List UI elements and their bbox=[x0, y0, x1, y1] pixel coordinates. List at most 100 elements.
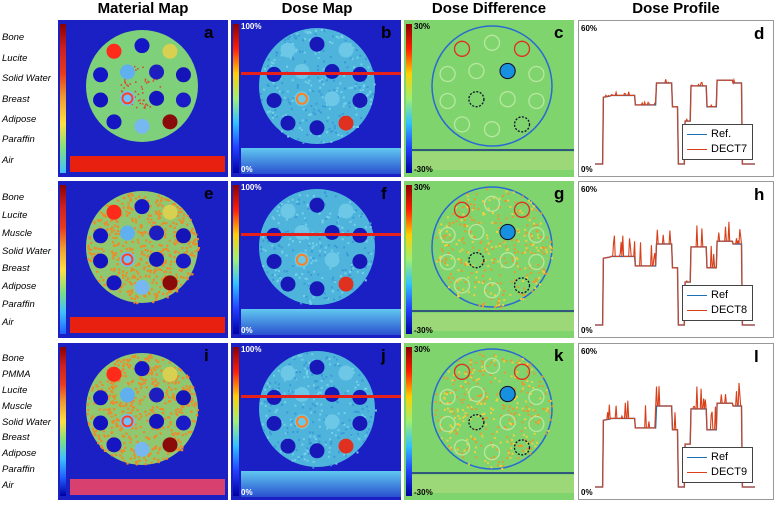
insert-rod bbox=[309, 197, 325, 213]
insert-rod bbox=[294, 64, 310, 79]
couch-strip bbox=[70, 156, 225, 172]
panel-letter: h bbox=[754, 185, 765, 204]
material-label: Bone bbox=[2, 352, 25, 364]
insert-rod bbox=[149, 251, 165, 267]
insert-rod bbox=[162, 114, 178, 130]
insert-edge bbox=[439, 92, 456, 110]
dose-difference-panel bbox=[404, 181, 574, 338]
diff-colorbar bbox=[406, 347, 412, 496]
insert-edge bbox=[513, 277, 531, 294]
diff-max-label: 30% bbox=[414, 183, 431, 192]
insert-edge bbox=[439, 415, 456, 433]
material-label: Lucite bbox=[2, 384, 28, 396]
material-label: Lucite bbox=[2, 209, 28, 221]
insert-rod bbox=[175, 390, 191, 406]
dose-difference-panel bbox=[404, 20, 574, 177]
insert-edge bbox=[439, 253, 456, 271]
profile-legend: Ref DECT9 bbox=[682, 447, 754, 483]
diff-min-label: -30% bbox=[414, 326, 433, 335]
insert-rod bbox=[309, 36, 325, 52]
dect-profile-line bbox=[595, 382, 755, 488]
material-label: Solid Water bbox=[2, 73, 51, 85]
insert-rod bbox=[338, 115, 354, 131]
dect-profile-line bbox=[595, 77, 755, 165]
dect-swatch-icon bbox=[687, 471, 707, 473]
diff-colorbar bbox=[406, 24, 412, 173]
insert-rod bbox=[106, 366, 122, 382]
couch-strip bbox=[70, 317, 225, 333]
material-label: Bone bbox=[2, 32, 25, 44]
insert-edge bbox=[499, 223, 516, 241]
insert-rod bbox=[134, 199, 150, 215]
diff-min-label: -30% bbox=[414, 488, 433, 497]
insert-edge bbox=[468, 91, 485, 108]
material-label: Air bbox=[2, 317, 14, 329]
insert-edge bbox=[439, 226, 456, 244]
insert-edge bbox=[528, 226, 545, 244]
insert-rod bbox=[119, 387, 135, 403]
insert-diff bbox=[500, 225, 515, 239]
profile-min-label: 0% bbox=[581, 488, 593, 497]
title-dose-map: Dose Map bbox=[281, 0, 353, 17]
insert-ring bbox=[121, 92, 134, 105]
title-material-map: Material Map bbox=[97, 0, 189, 17]
insert-rod bbox=[106, 43, 122, 59]
insert-edge bbox=[513, 40, 531, 57]
material-colorbar bbox=[60, 347, 66, 496]
profile-line bbox=[241, 72, 401, 75]
insert-edge bbox=[468, 223, 485, 241]
insert-edge bbox=[483, 357, 501, 374]
dose-colorbar bbox=[233, 185, 239, 334]
insert-rod bbox=[352, 254, 368, 269]
insert-edge bbox=[528, 92, 545, 110]
material-label: Solid Water bbox=[2, 245, 51, 257]
insert-rod bbox=[134, 441, 150, 457]
insert-rod bbox=[280, 203, 296, 219]
insert-ring bbox=[295, 92, 308, 105]
insert-rod bbox=[338, 42, 354, 58]
insert-rod bbox=[175, 253, 191, 269]
panel-letter: c bbox=[554, 23, 564, 42]
insert-rod bbox=[280, 42, 296, 58]
material-label: Paraffin bbox=[2, 134, 35, 146]
panel-letter: d bbox=[754, 24, 765, 43]
panel-letter: e bbox=[204, 184, 214, 203]
insert-edge bbox=[513, 363, 531, 380]
insert-rod bbox=[352, 416, 368, 431]
insert-edge bbox=[453, 116, 471, 133]
legend-entry: Ref bbox=[687, 288, 747, 303]
insert-rod bbox=[294, 225, 310, 240]
insert-rod bbox=[106, 437, 122, 453]
insert-edge bbox=[499, 91, 516, 108]
insert-rod bbox=[338, 203, 354, 219]
insert-rod bbox=[324, 91, 340, 107]
insert-rod bbox=[93, 415, 109, 431]
insert-rod bbox=[280, 276, 296, 292]
insert-rod bbox=[119, 225, 135, 241]
phantom-outline bbox=[431, 25, 553, 147]
insert-rod bbox=[309, 443, 325, 459]
profile-line bbox=[241, 395, 401, 398]
insert-rod bbox=[119, 64, 135, 80]
panel-letter: g bbox=[554, 184, 565, 203]
legend-label: Ref. bbox=[711, 128, 732, 140]
material-label: Solid Water bbox=[2, 416, 51, 428]
dose-map-panel bbox=[231, 181, 401, 338]
material-map-panel bbox=[58, 343, 228, 500]
insert-edge bbox=[483, 34, 501, 51]
legend-label: DECT7 bbox=[711, 142, 748, 155]
insert-rod bbox=[309, 359, 325, 375]
material-label: Adipose bbox=[2, 281, 37, 293]
material-label: Adipose bbox=[2, 113, 37, 125]
insert-rod bbox=[324, 225, 340, 240]
insert-diff bbox=[500, 387, 515, 401]
insert-rod bbox=[175, 228, 191, 244]
dect-profile-line bbox=[595, 221, 755, 326]
insert-edge bbox=[483, 282, 501, 299]
phantom-outline bbox=[431, 348, 553, 470]
panel-letter: k bbox=[554, 346, 564, 365]
insert-rod bbox=[134, 361, 150, 377]
dose-difference-panel bbox=[404, 343, 574, 500]
insert-edge bbox=[453, 439, 471, 456]
profile-min-label: 0% bbox=[581, 326, 593, 335]
